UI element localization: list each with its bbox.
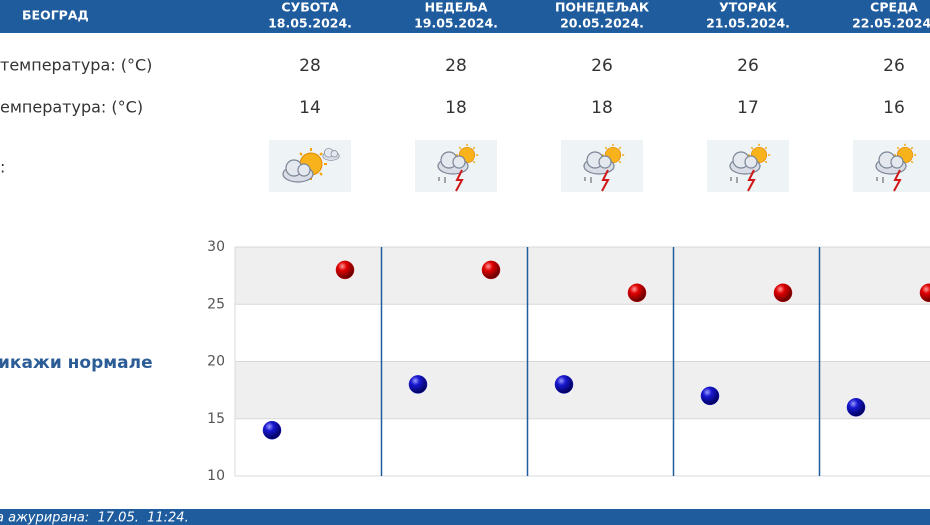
temp-dot (919, 283, 930, 303)
cell-value: 17 (737, 98, 759, 118)
day-date: 21.05.2024. (706, 16, 790, 31)
cell-value: 26 (737, 56, 759, 76)
footer-text: а ажурирана: 17.05. 11:24. (0, 511, 189, 525)
cell-value: 28 (299, 56, 321, 76)
temp-dot (627, 283, 647, 303)
cell-value: 28 (445, 56, 467, 76)
y-tick-label: 10 (207, 468, 225, 484)
temp-dot (408, 375, 428, 394)
cell-value: 26 (591, 56, 613, 76)
y-tick-label: 15 (207, 411, 225, 427)
row-label: емпература: (°C) (0, 98, 143, 117)
weather-icon (853, 140, 930, 192)
cell-value: 18 (591, 98, 613, 118)
temp-dot (700, 386, 720, 406)
temp-dot (846, 398, 866, 417)
day-name: СРЕДА (870, 0, 918, 15)
plot-band (235, 361, 930, 419)
cell-value: 26 (883, 56, 905, 76)
day-date: 20.05.2024. (560, 16, 644, 31)
day-name: СУБОТА (281, 0, 338, 15)
y-tick-label: 25 (207, 296, 225, 312)
footer-bar (0, 509, 930, 525)
weather-icon (707, 140, 789, 192)
day-date: 19.05.2024. (414, 16, 498, 31)
day-name: ПОНЕДЕЉАК (555, 0, 650, 15)
row-label: : (0, 158, 5, 177)
temp-dot (773, 283, 793, 303)
header-bar (0, 0, 930, 33)
day-name: УТОРАК (719, 0, 778, 15)
temp-dot (554, 375, 574, 394)
cell-value: 16 (883, 98, 905, 118)
day-name: НЕДЕЉА (425, 0, 488, 15)
row-label: температура: (°C) (0, 56, 152, 75)
temp-dot (262, 420, 282, 440)
day-date: 18.05.2024. (268, 16, 352, 31)
y-tick-label: 20 (207, 354, 225, 370)
temp-dot (335, 260, 355, 280)
y-tick-label: 30 (207, 239, 225, 255)
weather-icon (561, 140, 643, 192)
weather-icon (269, 140, 351, 192)
weather-icon (415, 140, 497, 192)
toggle-normals[interactable]: икажи нормале (0, 353, 153, 373)
day-date: 22.05.2024. (852, 16, 930, 31)
temp-dot (481, 260, 501, 280)
cell-value: 14 (299, 98, 321, 118)
cell-value: 18 (445, 98, 467, 118)
city: БЕОГРАД (22, 8, 89, 23)
